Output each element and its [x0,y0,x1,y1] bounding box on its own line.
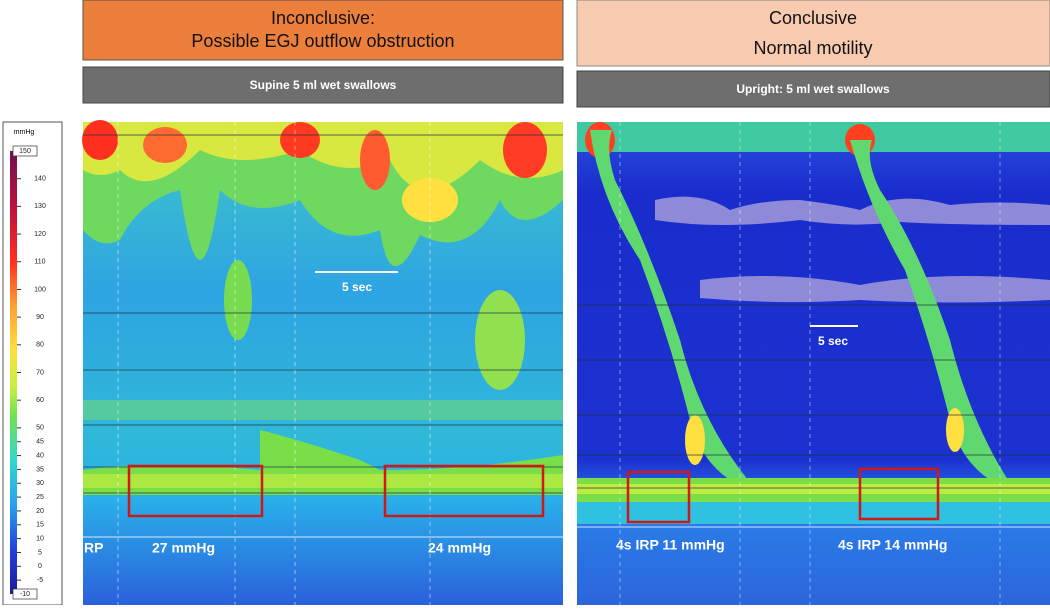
colorbar-tick-label: 150 [19,148,31,155]
colorbar-tick-box [12,145,38,157]
header-line: Inconclusive: [271,8,375,28]
colorbar-tick-label: 50 [36,425,44,432]
colorbar-tick-label: -5 [37,577,43,584]
irp-label: 27 mmHg [152,540,215,556]
irp-window [127,464,940,524]
colorbar-tick-label: 70 [36,369,44,376]
colorbar-tick-label: 100 [34,286,46,293]
colorbar-tick-label: 45 [36,439,44,446]
colorbar-gradient [10,151,17,594]
colorbar-tick-label: 140 [34,176,46,183]
subheader: Upright: 5 ml wet swallows [736,82,890,96]
colorbar-tick-label: 25 [36,494,44,501]
colorbar-unit: mmHg [14,129,35,136]
colorbar-tick-label: 30 [36,480,44,487]
colorbar-tick-label: 35 [36,466,44,473]
colorbar-tick-label: 110 [34,259,45,266]
pressure-topography [577,122,1050,605]
header-box [576,0,1050,67]
time-scale-label: 5 sec [818,334,848,348]
colorbar-tick-label: 20 [36,508,44,515]
header-line: Possible EGJ outflow obstruction [191,31,454,51]
subheader: Supine 5 ml wet swallows [250,78,397,92]
header-line: Normal motility [753,38,872,58]
irp-label: 4s IRP 14 mmHg [838,537,947,553]
colorbar-tick-label: 15 [36,522,44,529]
colorbar-tick-label: 90 [36,314,44,321]
irp-label: 24 mmHg [428,540,491,556]
subheader-box [82,66,564,104]
colorbar-tick-label: 130 [34,203,46,210]
colorbar-tick-label: 5 [38,549,42,556]
subheader-box [576,70,1050,108]
colorbar-tick-label: 10 [36,535,44,542]
colorbar: mmHg -10 -5 0 5 10 15 20 25 30 35 40 45 50 60 70 80 90 10… [2,121,63,606]
colorbar-tick-label: 40 [36,452,44,459]
colorbar-tick-label: 120 [34,231,46,238]
colorbar-tick-label: 0 [38,563,42,570]
time-scale-label: 5 sec [342,280,372,294]
pressure-topography [82,120,563,605]
colorbar-tick-label: 80 [36,342,44,349]
header-line: Conclusive [769,8,857,28]
colorbar-tick-box [12,588,38,600]
header-box [82,0,564,61]
colorbar-tick-label: -10 [20,591,30,598]
irp-label: RP [84,540,103,556]
irp-label: 4s IRP 11 mmHg [616,537,725,553]
colorbar-tick-label: 60 [36,397,44,404]
